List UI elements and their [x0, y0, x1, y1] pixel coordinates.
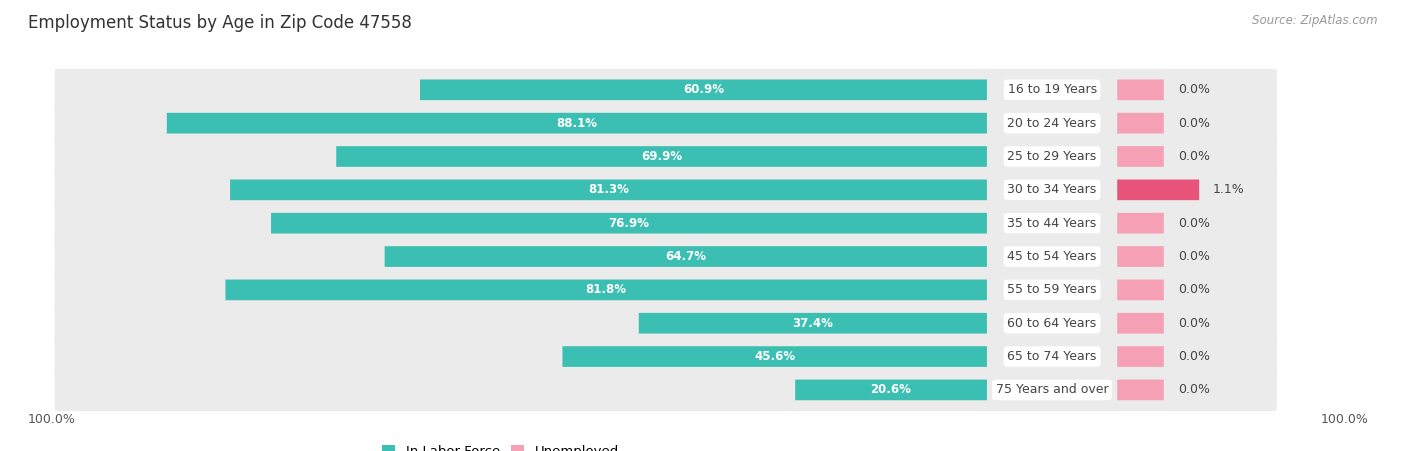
- FancyBboxPatch shape: [55, 169, 1277, 211]
- Text: 0.0%: 0.0%: [1178, 150, 1209, 163]
- Text: 100.0%: 100.0%: [28, 413, 76, 426]
- FancyBboxPatch shape: [1118, 313, 1164, 334]
- Text: Source: ZipAtlas.com: Source: ZipAtlas.com: [1253, 14, 1378, 27]
- Text: 0.0%: 0.0%: [1178, 250, 1209, 263]
- FancyBboxPatch shape: [55, 135, 1277, 178]
- FancyBboxPatch shape: [55, 336, 1277, 377]
- FancyBboxPatch shape: [1118, 146, 1164, 167]
- Text: 1.1%: 1.1%: [1213, 184, 1244, 196]
- Text: 81.8%: 81.8%: [586, 283, 627, 296]
- Text: 65 to 74 Years: 65 to 74 Years: [1007, 350, 1097, 363]
- FancyBboxPatch shape: [638, 313, 987, 334]
- FancyBboxPatch shape: [1118, 280, 1164, 300]
- FancyBboxPatch shape: [562, 346, 987, 367]
- Text: 37.4%: 37.4%: [793, 317, 834, 330]
- Text: 30 to 34 Years: 30 to 34 Years: [1008, 184, 1097, 196]
- Text: 60.9%: 60.9%: [683, 83, 724, 97]
- Text: 0.0%: 0.0%: [1178, 216, 1209, 230]
- FancyBboxPatch shape: [796, 380, 987, 400]
- Text: 0.0%: 0.0%: [1178, 283, 1209, 296]
- Text: 25 to 29 Years: 25 to 29 Years: [1008, 150, 1097, 163]
- Text: 60 to 64 Years: 60 to 64 Years: [1008, 317, 1097, 330]
- FancyBboxPatch shape: [1118, 246, 1164, 267]
- Text: 0.0%: 0.0%: [1178, 317, 1209, 330]
- FancyBboxPatch shape: [1118, 346, 1164, 367]
- Text: 100.0%: 100.0%: [1320, 413, 1368, 426]
- Text: 0.0%: 0.0%: [1178, 350, 1209, 363]
- FancyBboxPatch shape: [1118, 79, 1164, 100]
- FancyBboxPatch shape: [385, 246, 987, 267]
- FancyBboxPatch shape: [55, 369, 1277, 411]
- Text: 0.0%: 0.0%: [1178, 117, 1209, 129]
- FancyBboxPatch shape: [271, 213, 987, 234]
- Text: 75 Years and over: 75 Years and over: [995, 383, 1108, 396]
- FancyBboxPatch shape: [55, 202, 1277, 244]
- Text: 45 to 54 Years: 45 to 54 Years: [1007, 250, 1097, 263]
- Text: 88.1%: 88.1%: [557, 117, 598, 129]
- Legend: In Labor Force, Unemployed: In Labor Force, Unemployed: [382, 445, 619, 451]
- Text: 76.9%: 76.9%: [609, 216, 650, 230]
- Text: 0.0%: 0.0%: [1178, 383, 1209, 396]
- FancyBboxPatch shape: [225, 280, 987, 300]
- FancyBboxPatch shape: [55, 102, 1277, 144]
- Text: 20.6%: 20.6%: [870, 383, 911, 396]
- FancyBboxPatch shape: [231, 179, 987, 200]
- FancyBboxPatch shape: [167, 113, 987, 133]
- Text: 81.3%: 81.3%: [588, 184, 628, 196]
- Text: 35 to 44 Years: 35 to 44 Years: [1008, 216, 1097, 230]
- FancyBboxPatch shape: [55, 69, 1277, 111]
- FancyBboxPatch shape: [1118, 113, 1164, 133]
- Text: 20 to 24 Years: 20 to 24 Years: [1008, 117, 1097, 129]
- FancyBboxPatch shape: [1118, 213, 1164, 234]
- Text: 69.9%: 69.9%: [641, 150, 682, 163]
- FancyBboxPatch shape: [55, 269, 1277, 311]
- FancyBboxPatch shape: [336, 146, 987, 167]
- Text: 16 to 19 Years: 16 to 19 Years: [1008, 83, 1097, 97]
- Text: Employment Status by Age in Zip Code 47558: Employment Status by Age in Zip Code 475…: [28, 14, 412, 32]
- FancyBboxPatch shape: [420, 79, 987, 100]
- Text: 0.0%: 0.0%: [1178, 83, 1209, 97]
- FancyBboxPatch shape: [1118, 380, 1164, 400]
- FancyBboxPatch shape: [1118, 179, 1199, 200]
- Text: 64.7%: 64.7%: [665, 250, 706, 263]
- FancyBboxPatch shape: [55, 302, 1277, 344]
- FancyBboxPatch shape: [55, 235, 1277, 277]
- Text: 45.6%: 45.6%: [754, 350, 796, 363]
- Text: 55 to 59 Years: 55 to 59 Years: [1007, 283, 1097, 296]
